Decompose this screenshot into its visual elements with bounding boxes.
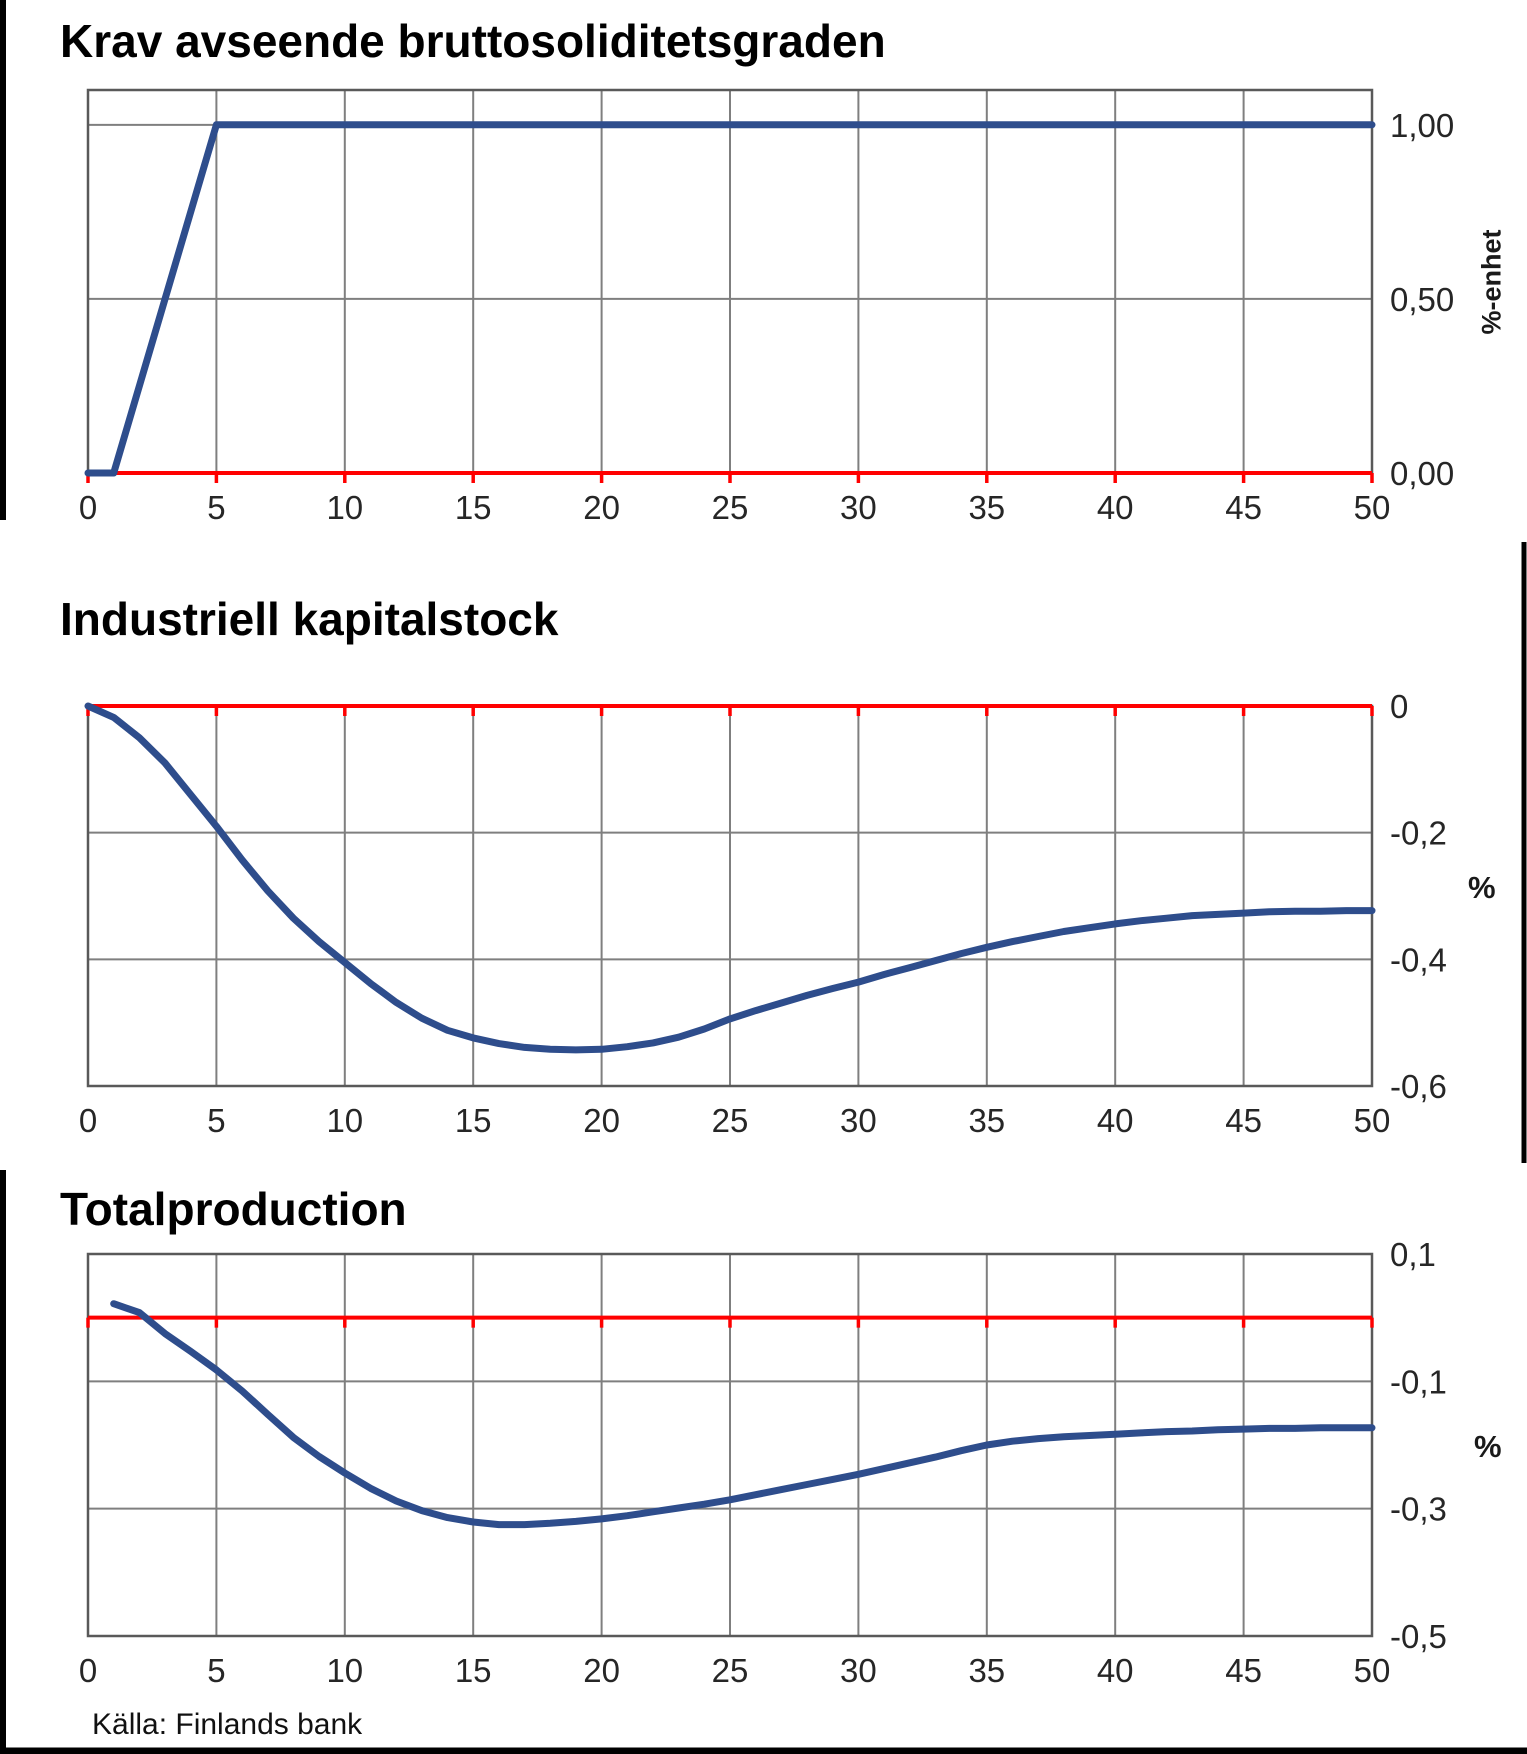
x-tick-label: 35: [968, 1652, 1005, 1689]
series-line-krav: [84, 121, 1376, 477]
y-tick-label: -0,6: [1390, 1068, 1447, 1105]
x-tick-label: 45: [1225, 489, 1262, 526]
x-tick-label: 30: [840, 1652, 877, 1689]
x-tick-label: 5: [207, 489, 225, 526]
x-tick-label: 0: [79, 1102, 97, 1139]
y-axis-label-krav: %-enhet: [1476, 229, 1507, 335]
x-tick-label: 10: [326, 1652, 363, 1689]
y-tick-label: -0,3: [1390, 1491, 1447, 1528]
x-tick-label: 15: [455, 1102, 492, 1139]
source-caption: Källa: Finlands bank: [92, 1708, 363, 1741]
x-tick-label: 30: [840, 1102, 877, 1139]
series-line-totalproduction: [110, 1300, 1376, 1529]
x-tick-label: 10: [326, 489, 363, 526]
y-tick-label: -0,2: [1390, 815, 1447, 852]
x-tick-label: 35: [968, 1102, 1005, 1139]
y-tick-label: -0,1: [1390, 1363, 1447, 1400]
x-tick-label: 50: [1354, 1102, 1391, 1139]
y-tick-label: 1,00: [1390, 107, 1454, 144]
x-tick-label: 50: [1354, 489, 1391, 526]
x-tick-label: 40: [1097, 1102, 1134, 1139]
x-tick-label: 5: [207, 1652, 225, 1689]
x-tick-label: 15: [455, 489, 492, 526]
x-tick-label: 25: [712, 1102, 749, 1139]
y-axis-label-kapitalstock: %: [1468, 870, 1496, 905]
y-tick-label: 0,00: [1390, 455, 1454, 492]
x-tick-label: 45: [1225, 1102, 1262, 1139]
series-line-kapitalstock: [84, 702, 1376, 1054]
x-tick-label: 40: [1097, 489, 1134, 526]
chart-title-kapitalstock: Industriell kapitalstock: [60, 593, 559, 645]
chart-title-krav: Krav avseende bruttosoliditetsgraden: [60, 15, 886, 67]
x-tick-label: 10: [326, 1102, 363, 1139]
x-tick-label: 15: [455, 1652, 492, 1689]
y-tick-label: -0,5: [1390, 1618, 1447, 1655]
x-tick-label: 20: [583, 489, 620, 526]
x-tick-label: 0: [79, 489, 97, 526]
x-tick-label: 20: [583, 1102, 620, 1139]
y-tick-label: -0,4: [1390, 941, 1447, 978]
x-tick-label: 0: [79, 1652, 97, 1689]
x-tick-label: 40: [1097, 1652, 1134, 1689]
x-tick-label: 5: [207, 1102, 225, 1139]
x-tick-label: 45: [1225, 1652, 1262, 1689]
x-tick-label: 25: [712, 1652, 749, 1689]
x-tick-label: 30: [840, 489, 877, 526]
x-tick-label: 25: [712, 489, 749, 526]
y-axis-label-totalproduction: %: [1474, 1429, 1502, 1464]
x-tick-label: 50: [1354, 1652, 1391, 1689]
plot-border: [86, 1252, 1374, 1638]
y-tick-label: 0,1: [1390, 1236, 1436, 1273]
chart-title-totalproduction: Totalproduction: [60, 1183, 407, 1235]
x-tick-label: 35: [968, 489, 1005, 526]
y-tick-label: 0,50: [1390, 281, 1454, 318]
y-tick-label: 0: [1390, 688, 1408, 725]
x-tick-label: 20: [583, 1652, 620, 1689]
